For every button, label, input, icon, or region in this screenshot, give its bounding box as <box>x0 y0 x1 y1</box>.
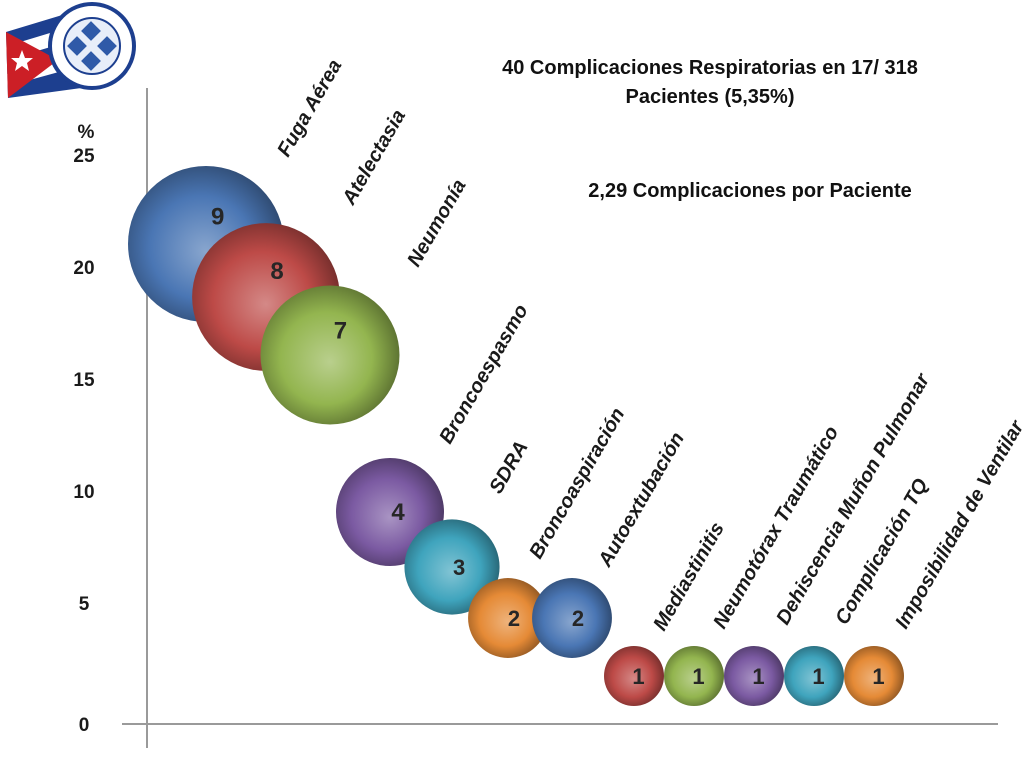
bubble-value-label: 7 <box>334 318 347 345</box>
category-label: Imposibilidad de Ventilar <box>891 416 1024 632</box>
bubble <box>724 646 784 706</box>
y-tick-label: 20 <box>73 258 94 279</box>
bubble-value-label: 1 <box>752 664 764 689</box>
bubble <box>260 285 400 425</box>
chart-title: 40 Complicaciones Respiratorias en 17/ 3… <box>440 54 980 112</box>
institute-logo <box>6 2 136 98</box>
y-tick-label: 0 <box>79 715 90 736</box>
y-tick-label: 5 <box>79 594 90 615</box>
category-label: SDRA <box>485 437 532 497</box>
bubble-value-label: 1 <box>872 664 884 689</box>
chart-subtitle: 2,29 Complicaciones por Paciente <box>588 180 912 202</box>
bubble-value-label: 1 <box>632 664 644 689</box>
bubble-value-label: 3 <box>453 555 465 580</box>
chart-title-line2: Pacientes (5,35%) <box>625 86 795 108</box>
bubble <box>604 646 664 706</box>
bubble-value-label: 9 <box>211 204 224 231</box>
bubble <box>784 646 844 706</box>
category-label: Neumonía <box>403 176 470 271</box>
bubble-value-label: 4 <box>391 499 405 526</box>
bubble <box>844 646 904 706</box>
bubble-value-label: 8 <box>270 258 283 285</box>
bubble <box>404 519 500 615</box>
bubble-value-label: 1 <box>692 664 704 689</box>
category-label: Broncoespasmo <box>435 301 532 448</box>
bubble-value-label: 2 <box>508 606 520 631</box>
bubble-value-label: 1 <box>812 664 824 689</box>
category-label: Fuga Aérea <box>273 56 346 161</box>
y-tick-label: 15 <box>73 370 95 391</box>
bubble <box>468 578 548 658</box>
category-label: Atelectasia <box>338 106 410 209</box>
y-tick-label: 25 <box>73 146 95 167</box>
emblem-seal <box>48 2 136 90</box>
chart-title-line1: 40 Complicaciones Respiratorias en 17/ 3… <box>502 57 918 79</box>
bubble-value-label: 2 <box>572 606 584 631</box>
bubble <box>532 578 612 658</box>
y-tick-label: 10 <box>73 482 94 503</box>
y-unit-label: % <box>78 122 95 143</box>
bubble <box>664 646 724 706</box>
